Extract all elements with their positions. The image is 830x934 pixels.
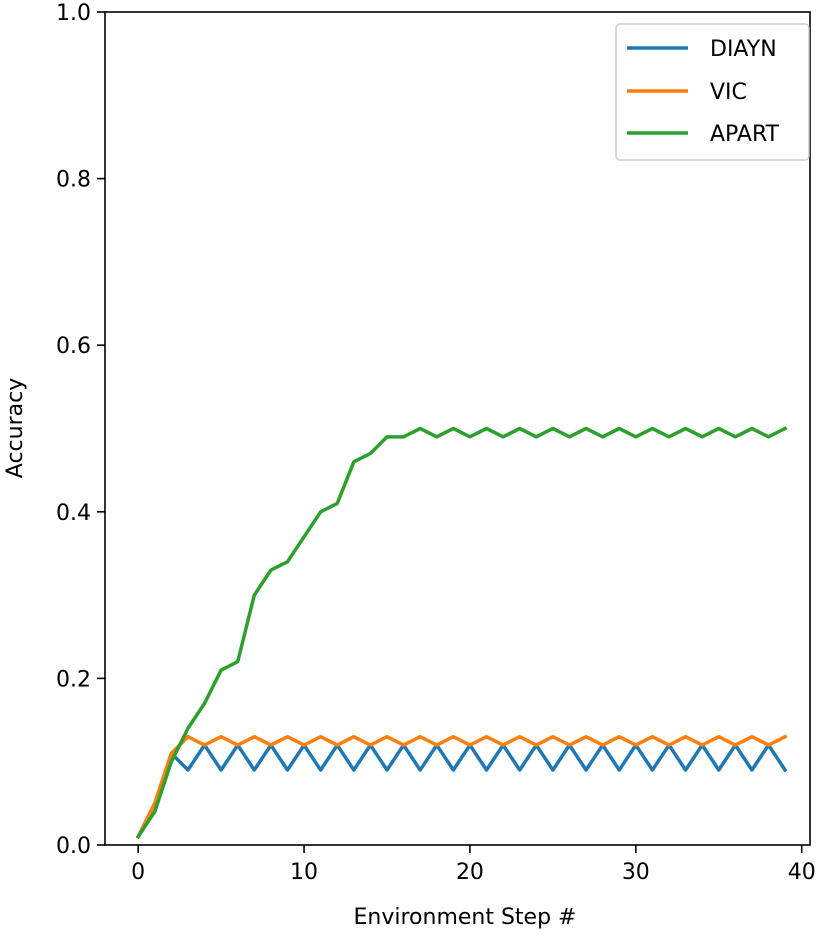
axis-ticks: 0 10 20 30 40 0.0 0.2 0.4 0.6 0.8 1.0 — [56, 1, 816, 885]
y-tick-label: 1.0 — [56, 1, 91, 26]
x-tick-label: 0 — [131, 860, 145, 885]
x-tick-label: 20 — [456, 860, 484, 885]
y-axis-label: Accuracy — [3, 378, 28, 478]
plot-frame — [104, 11, 811, 846]
legend-label-vic: VIC — [710, 80, 747, 105]
y-tick-label: 0.4 — [56, 501, 91, 526]
y-tick-label: 0.2 — [56, 667, 91, 692]
legend-label-diayn: DIAYN — [710, 37, 777, 62]
legend-label-apart: APART — [710, 122, 780, 147]
x-axis-label: Environment Step # — [354, 905, 577, 930]
series-lines — [135, 426, 788, 840]
series-line-vic — [135, 734, 788, 840]
series-line-diayn — [135, 743, 788, 840]
legend: DIAYN VIC APART — [615, 23, 810, 161]
x-tick-label: 10 — [290, 860, 318, 885]
y-tick-label: 0.6 — [56, 334, 91, 359]
series-line-apart — [135, 426, 788, 840]
x-tick-label: 30 — [622, 860, 650, 885]
x-tick-label: 40 — [788, 860, 816, 885]
legend-frame — [615, 23, 810, 161]
y-tick-label: 0.8 — [56, 168, 91, 193]
y-tick-label: 0.0 — [56, 834, 91, 859]
